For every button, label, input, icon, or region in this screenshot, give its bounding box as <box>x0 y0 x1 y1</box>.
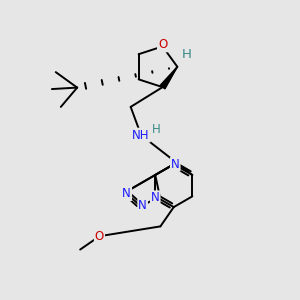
Text: O: O <box>95 230 104 243</box>
Text: N: N <box>171 158 180 171</box>
Polygon shape <box>160 67 177 89</box>
Text: N: N <box>122 187 131 200</box>
Text: H: H <box>181 48 191 61</box>
Text: O: O <box>158 38 167 51</box>
Text: H: H <box>152 123 161 136</box>
Text: N: N <box>138 199 147 212</box>
Text: NH: NH <box>132 129 150 142</box>
Text: N: N <box>151 191 160 204</box>
